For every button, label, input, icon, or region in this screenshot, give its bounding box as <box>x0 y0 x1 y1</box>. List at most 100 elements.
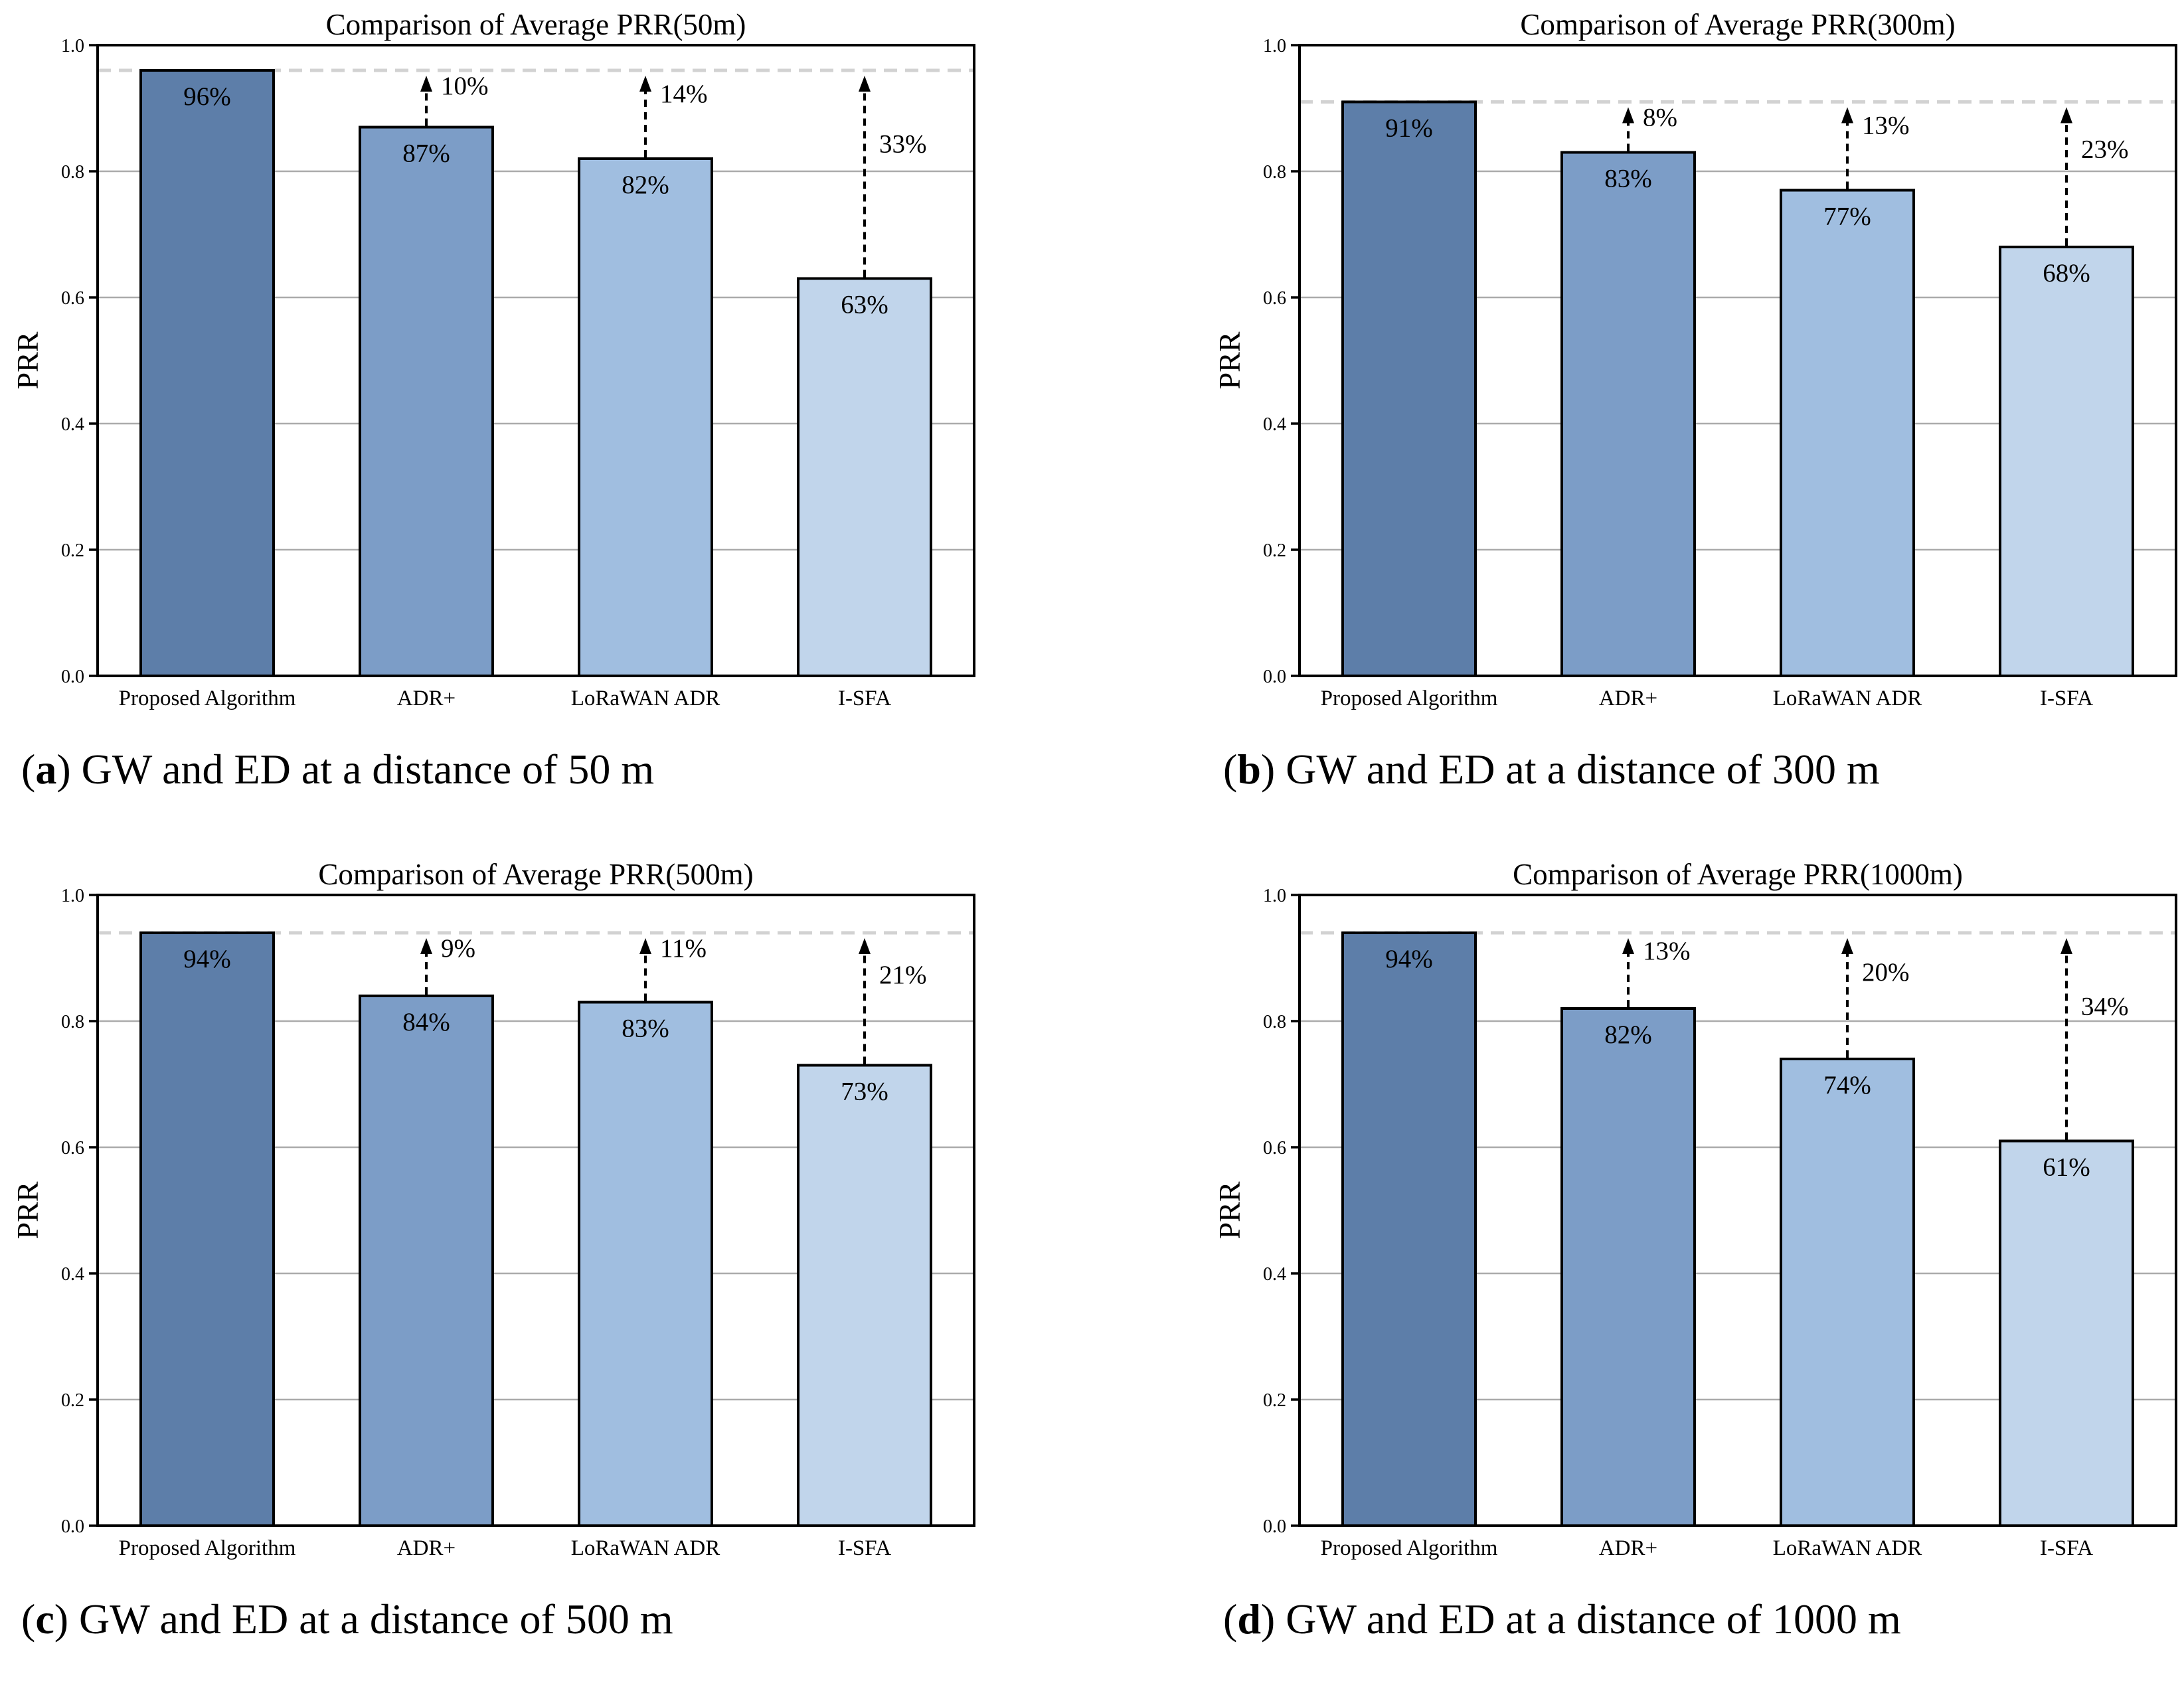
figure-grid: 96% 87% 82% 63% 0.0 0.2 0.4 0.6 0.8 1.0 PRR Propose… <box>8 4 2177 1645</box>
caption-text: GW and ED at a distance of 1000 m <box>1275 1595 1901 1643</box>
y-tick-label: 1.0 <box>61 886 84 906</box>
bar-chart-1000m: 94% 82% 74% 61% 0.0 0.2 0.4 0.6 0.8 1.0 PRR Propose… <box>1213 858 2177 1560</box>
y-tick-label: 0.8 <box>61 1012 84 1032</box>
caption-letter: a <box>35 746 57 793</box>
y-tick-label: 0.4 <box>61 414 84 435</box>
y-axis-label: PRR <box>1213 331 1246 389</box>
y-tick-label: 0.4 <box>1263 1264 1286 1285</box>
caption-paren: ) <box>54 1595 69 1643</box>
bar <box>797 277 932 677</box>
chart-cell-d: 94% 82% 74% 61% 0.0 0.2 0.4 0.6 0.8 1.0 PRR Propose… <box>1090 854 2177 1645</box>
plot-border <box>96 44 975 677</box>
arrowhead-icon <box>1841 937 1853 954</box>
bar <box>578 157 713 677</box>
y-tick-label: 1.0 <box>61 36 84 56</box>
arrowhead-icon <box>639 76 651 92</box>
arrowhead-icon <box>1841 107 1853 123</box>
figure-caption-b: (b) GW and ED at a distance of 300 m <box>1223 744 2173 795</box>
x-tick-label: LoRaWAN ADR <box>1773 1536 1922 1560</box>
bar <box>1560 151 1696 677</box>
plot-border <box>1298 44 2177 677</box>
bar <box>1780 189 1915 677</box>
improvement-label: 13% <box>1643 937 1691 965</box>
caption-paren: ( <box>21 1595 36 1643</box>
x-tick-label: ADR+ <box>1599 1536 1657 1560</box>
y-tick-label: 0.6 <box>61 1138 84 1159</box>
improvement-label: 21% <box>879 961 927 989</box>
bar-value-label: 63% <box>841 291 888 319</box>
arrowhead-icon <box>420 76 432 92</box>
bar-value-label: 91% <box>1385 114 1433 143</box>
bar-value-label: 68% <box>2043 259 2090 287</box>
arrowhead-icon <box>1622 107 1634 123</box>
y-tick-label: 0.2 <box>1263 1390 1286 1411</box>
y-tick-label: 0.4 <box>61 1264 84 1285</box>
x-tick-label: I-SFA <box>2040 1536 2093 1560</box>
y-tick-label: 0.2 <box>61 1390 84 1411</box>
caption-letter: b <box>1237 746 1261 793</box>
x-tick-label: I-SFA <box>838 1536 891 1560</box>
bar-value-label: 94% <box>1385 945 1433 973</box>
bar-value-label: 61% <box>2043 1153 2090 1181</box>
bar <box>1341 100 1477 677</box>
caption-text: GW and ED at a distance of 300 m <box>1275 746 1880 793</box>
bar <box>578 1001 713 1527</box>
improvement-label: 8% <box>1643 104 1677 132</box>
y-axis-label: PRR <box>11 1181 44 1239</box>
bar-chart-50m: 96% 87% 82% 63% 0.0 0.2 0.4 0.6 0.8 1.0 PRR Propose… <box>11 8 975 710</box>
x-tick-label: ADR+ <box>1599 686 1657 710</box>
y-tick-label: 0.0 <box>1263 1516 1286 1537</box>
arrowhead-icon <box>859 937 871 954</box>
bar <box>1341 931 1477 1527</box>
arrowhead-icon <box>859 76 871 92</box>
y-tick-label: 0.0 <box>61 1516 84 1537</box>
bar-value-label: 73% <box>841 1077 888 1105</box>
improvement-label: 20% <box>1862 958 1910 987</box>
bar-value-label: 77% <box>1823 202 1871 231</box>
figure-caption-d: (d) GW and ED at a distance of 1000 m <box>1223 1594 2173 1645</box>
y-tick-label: 0.8 <box>1263 1012 1286 1032</box>
caption-paren: ) <box>56 746 71 793</box>
y-tick-label: 0.6 <box>61 288 84 309</box>
x-tick-label: ADR+ <box>397 686 456 710</box>
bar-value-label: 96% <box>183 82 231 111</box>
chart-title: Comparison of Average PRR(300m) <box>1520 8 1955 41</box>
caption-text: GW and ED at a distance of 50 m <box>70 746 655 793</box>
caption-paren: ( <box>21 746 36 793</box>
x-tick-label: LoRaWAN ADR <box>571 686 720 710</box>
improvement-label: 14% <box>660 80 708 108</box>
y-tick-label: 1.0 <box>1263 36 1286 56</box>
chart-cell-c: 94% 84% 83% 73% 0.0 0.2 0.4 0.6 0.8 1.0 PRR Propose… <box>8 854 1090 1645</box>
caption-paren: ) <box>1260 746 1276 793</box>
figure-caption-c: (c) GW and ED at a distance of 500 m <box>21 1594 1090 1645</box>
plot-border <box>96 893 975 1527</box>
x-tick-label: LoRaWAN ADR <box>1773 686 1922 710</box>
plot-border <box>1298 893 2177 1527</box>
bar <box>1999 246 2134 677</box>
y-tick-label: 0.2 <box>61 540 84 561</box>
improvement-label: 13% <box>1862 111 1910 139</box>
chart-title: Comparison of Average PRR(50m) <box>326 8 746 41</box>
bar-value-label: 74% <box>1823 1071 1871 1099</box>
y-axis-label: PRR <box>11 331 44 389</box>
bar <box>139 931 275 1527</box>
y-tick-label: 0.6 <box>1263 1138 1286 1159</box>
improvement-label: 9% <box>441 934 475 963</box>
bar-chart-300m: 91% 83% 77% 68% 0.0 0.2 0.4 0.6 0.8 1.0 PRR Propose… <box>1213 8 2177 710</box>
bar <box>359 994 494 1527</box>
bar <box>797 1064 932 1527</box>
bar-chart-500m: 94% 84% 83% 73% 0.0 0.2 0.4 0.6 0.8 1.0 PRR Propose… <box>11 858 975 1560</box>
y-tick-label: 0.0 <box>61 667 84 687</box>
y-tick-label: 0.8 <box>61 162 84 183</box>
figure-caption-a: (a) GW and ED at a distance of 50 m <box>21 744 1090 795</box>
improvement-label: 10% <box>441 72 489 100</box>
y-tick-label: 0.2 <box>1263 540 1286 561</box>
bar <box>1560 1007 1696 1527</box>
x-tick-label: I-SFA <box>2040 686 2093 710</box>
chart-cell-a: 96% 87% 82% 63% 0.0 0.2 0.4 0.6 0.8 1.0 PRR Propose… <box>8 4 1090 795</box>
x-tick-label: Proposed Algorithm <box>119 1536 296 1560</box>
x-tick-label: Proposed Algorithm <box>1321 1536 1498 1560</box>
bar <box>1780 1057 1915 1527</box>
y-tick-label: 0.6 <box>1263 288 1286 309</box>
chart-title: Comparison of Average PRR(1000m) <box>1513 858 1963 891</box>
